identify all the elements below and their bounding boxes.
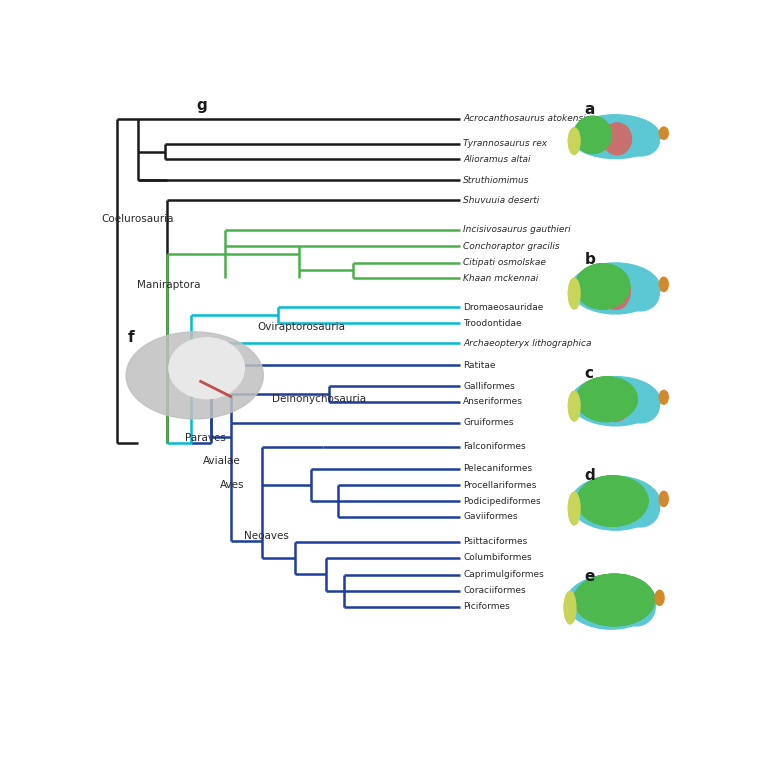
Ellipse shape — [568, 492, 580, 525]
Ellipse shape — [126, 332, 263, 419]
Text: Troodontidae: Troodontidae — [464, 319, 522, 328]
Text: Coelurosauria: Coelurosauria — [101, 214, 173, 224]
Ellipse shape — [571, 115, 660, 159]
Ellipse shape — [574, 116, 611, 153]
Ellipse shape — [576, 377, 638, 421]
Ellipse shape — [621, 126, 659, 156]
Text: Shuvuuia deserti: Shuvuuia deserti — [464, 196, 540, 205]
Ellipse shape — [568, 492, 580, 525]
Text: Gruiformes: Gruiformes — [464, 418, 514, 428]
Ellipse shape — [659, 127, 668, 139]
Ellipse shape — [576, 264, 630, 309]
Text: Columbiformes: Columbiformes — [464, 553, 532, 562]
Ellipse shape — [568, 128, 580, 154]
Text: d: d — [584, 468, 595, 484]
Text: e: e — [584, 569, 594, 583]
Text: Gaviiformes: Gaviiformes — [464, 513, 517, 521]
Ellipse shape — [574, 116, 611, 153]
Text: Coraciiformes: Coraciiformes — [464, 587, 526, 595]
Ellipse shape — [574, 574, 654, 626]
Ellipse shape — [576, 264, 630, 309]
Text: Aves: Aves — [220, 480, 245, 490]
Ellipse shape — [595, 585, 624, 624]
Text: Khaan mckennai: Khaan mckennai — [464, 273, 538, 283]
Ellipse shape — [564, 591, 576, 624]
Ellipse shape — [574, 574, 654, 626]
Ellipse shape — [571, 263, 660, 314]
Ellipse shape — [601, 386, 630, 421]
Text: Podicipediformes: Podicipediformes — [464, 497, 541, 506]
Ellipse shape — [574, 116, 611, 153]
Ellipse shape — [564, 591, 576, 624]
Ellipse shape — [577, 476, 648, 526]
Ellipse shape — [568, 391, 580, 421]
Text: Galliformes: Galliformes — [464, 382, 515, 391]
Ellipse shape — [659, 492, 668, 506]
Ellipse shape — [618, 589, 655, 626]
Ellipse shape — [601, 273, 631, 309]
Text: Psittaciformes: Psittaciformes — [464, 537, 527, 546]
Text: Anseriformes: Anseriformes — [464, 397, 523, 407]
Text: Paraves: Paraves — [185, 433, 226, 443]
Ellipse shape — [659, 277, 668, 291]
Text: Alioramus altai: Alioramus altai — [464, 155, 531, 164]
Text: c: c — [584, 366, 594, 382]
Text: Neoaves: Neoaves — [244, 531, 289, 541]
Ellipse shape — [571, 476, 660, 530]
Ellipse shape — [601, 386, 630, 421]
Ellipse shape — [595, 585, 624, 624]
Ellipse shape — [571, 376, 660, 426]
Text: a: a — [584, 103, 594, 118]
Ellipse shape — [567, 575, 656, 629]
Text: Maniraptora: Maniraptora — [137, 280, 200, 291]
Ellipse shape — [659, 390, 668, 404]
Ellipse shape — [576, 377, 638, 421]
Ellipse shape — [603, 123, 631, 154]
Text: Oviraptorosauria: Oviraptorosauria — [257, 323, 346, 333]
Text: Piciformes: Piciformes — [464, 602, 510, 612]
Ellipse shape — [574, 574, 654, 626]
Text: Pelecaniformes: Pelecaniformes — [464, 464, 532, 474]
Text: b: b — [584, 252, 595, 267]
Ellipse shape — [576, 264, 630, 309]
Ellipse shape — [577, 476, 648, 526]
Ellipse shape — [655, 590, 664, 605]
Ellipse shape — [601, 273, 631, 309]
Text: Incisivosaurus gauthieri: Incisivosaurus gauthieri — [464, 225, 571, 234]
Text: Avialae: Avialae — [203, 456, 240, 466]
Text: Deinonychosauria: Deinonychosauria — [273, 394, 367, 404]
Ellipse shape — [568, 278, 580, 308]
Ellipse shape — [568, 278, 580, 308]
Text: Acrocanthosaurus atokensis: Acrocanthosaurus atokensis — [464, 115, 591, 123]
Ellipse shape — [601, 486, 629, 525]
Text: Conchoraptor gracilis: Conchoraptor gracilis — [464, 242, 560, 251]
Text: f: f — [127, 330, 134, 345]
Ellipse shape — [568, 391, 580, 421]
Text: Citipati osmolskae: Citipati osmolskae — [464, 258, 546, 267]
Ellipse shape — [621, 277, 659, 311]
Text: Falconiformes: Falconiformes — [464, 442, 526, 451]
Text: Ratitae: Ratitae — [464, 361, 496, 370]
Text: Archaeopteryx lithographica: Archaeopteryx lithographica — [464, 339, 592, 347]
Text: Tyrannosaurus rex: Tyrannosaurus rex — [464, 139, 547, 148]
Ellipse shape — [601, 486, 629, 525]
Ellipse shape — [169, 338, 244, 399]
Text: Dromaeosauridae: Dromaeosauridae — [464, 302, 544, 312]
Ellipse shape — [577, 476, 648, 526]
Text: Procellariformes: Procellariformes — [464, 481, 537, 490]
Ellipse shape — [576, 377, 638, 421]
Text: g: g — [196, 97, 207, 113]
Ellipse shape — [568, 128, 580, 154]
Ellipse shape — [621, 390, 659, 423]
Text: Struthiomimus: Struthiomimus — [464, 176, 530, 185]
Ellipse shape — [603, 123, 631, 154]
Text: Caprimulgiformes: Caprimulgiformes — [464, 570, 544, 579]
Ellipse shape — [621, 490, 659, 527]
